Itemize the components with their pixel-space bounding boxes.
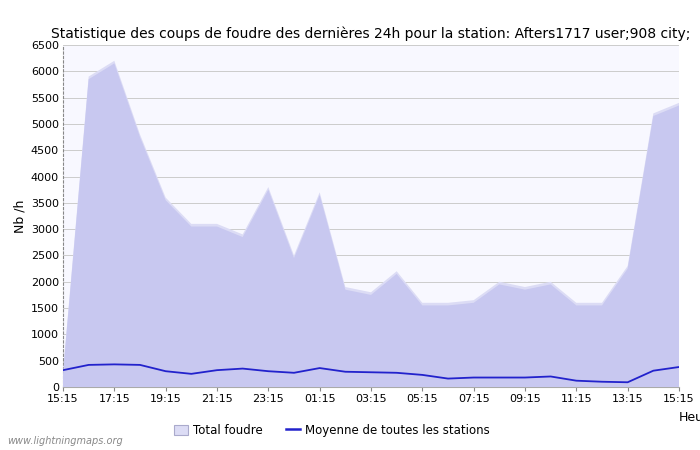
Text: Heure: Heure: [679, 411, 700, 424]
Text: www.lightningmaps.org: www.lightningmaps.org: [7, 436, 122, 446]
Y-axis label: Nb /h: Nb /h: [13, 199, 27, 233]
Title: Statistique des coups de foudre des dernières 24h pour la station: Afters1717 us: Statistique des coups de foudre des dern…: [51, 27, 691, 41]
